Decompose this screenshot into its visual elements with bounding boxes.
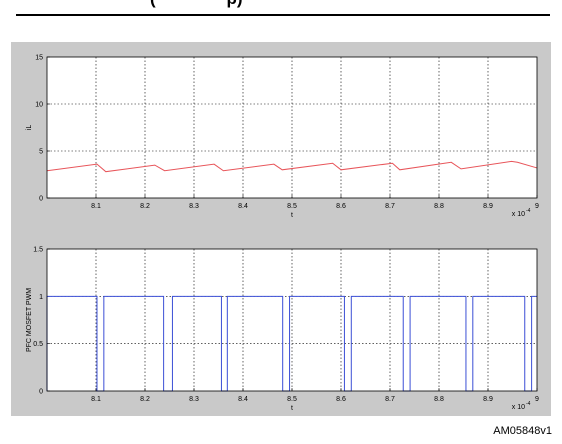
x-tick-label: 8.1	[91, 203, 101, 210]
x-tick-label: 8.3	[189, 203, 199, 210]
x-exponent-label: x 10	[512, 211, 525, 218]
x-tick-label: 8.4	[238, 396, 248, 403]
x-exponent-power: -4	[526, 208, 531, 214]
x-exponent-label: x 10	[512, 404, 525, 411]
x-axis-label: t	[291, 405, 293, 412]
figure-id: AM05848v1	[493, 425, 552, 437]
x-exponent-power: -4	[526, 401, 531, 407]
x-tick-label: 8.6	[336, 203, 346, 210]
y-tick-label: 0	[39, 196, 43, 203]
x-tick-label: 8.4	[238, 203, 248, 210]
x-tick-label: 8.1	[91, 396, 101, 403]
x-tick-label: 9	[535, 203, 539, 210]
y-tick-label: 1.5	[33, 247, 43, 254]
y-axis-label: PFC MOSFET PWM	[26, 288, 33, 352]
y-tick-label: 5	[39, 149, 43, 156]
x-tick-label: 8.9	[483, 396, 493, 403]
chart-1: 8.1 8.2 8.3 8.4 8.5 8.6 8.7 8.8 8.9 9 0 5 10 15 t iL x 1…	[26, 55, 539, 220]
x-tick-label: 8.2	[140, 203, 150, 210]
y-tick-label: 0.5	[33, 341, 43, 348]
x-tick-label: 8.6	[336, 396, 346, 403]
x-tick-label: 8.2	[140, 396, 150, 403]
x-tick-label: 8.3	[189, 396, 199, 403]
x-tick-label: 8.8	[434, 203, 444, 210]
y-tick-label: 10	[35, 102, 43, 109]
chart-2: 8.1 8.2 8.3 8.4 8.5 8.6 8.7 8.8 8.9 9 0 0.5 1 1.5 t PFC…	[26, 247, 539, 413]
x-tick-label: 9	[535, 396, 539, 403]
x-tick-label: 8.5	[287, 203, 297, 210]
x-tick-label: 8.7	[385, 203, 395, 210]
x-tick-label: 8.5	[287, 396, 297, 403]
y-axis-label: iL	[26, 125, 33, 131]
x-tick-label: 8.9	[483, 203, 493, 210]
y-tick-label: 15	[35, 55, 43, 62]
x-axis-label: t	[291, 212, 293, 219]
x-tick-label: 8.7	[385, 396, 395, 403]
y-tick-label: 1	[39, 294, 43, 301]
y-tick-label: 0	[39, 389, 43, 396]
x-tick-label: 8.8	[434, 396, 444, 403]
